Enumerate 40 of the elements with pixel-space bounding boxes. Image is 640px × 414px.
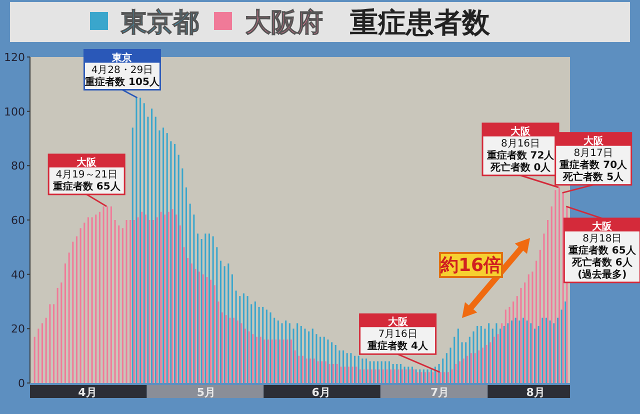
y-tick-label: 60 [11, 214, 25, 227]
annotation: 重症者数 105人 [84, 76, 160, 88]
text: 8月17日 [574, 148, 613, 159]
annotation: 重症者数 65人 [52, 180, 122, 192]
y-tick-label: 100 [4, 105, 25, 118]
annotation: 重症者数 65人 [567, 244, 637, 256]
annotation: 死亡者数 5人 [562, 170, 625, 183]
x-tick-label: 5月 [196, 386, 216, 399]
annotation: 死亡者数 0人 [489, 161, 552, 174]
y-tick-label: 80 [11, 160, 25, 173]
annotation: 約16倍 [439, 252, 503, 278]
y-tick-label: 0 [18, 377, 25, 390]
chart-title: 重症患者数 [349, 6, 491, 39]
annotation: 大阪 [591, 220, 614, 232]
y-tick-label: 20 [11, 322, 25, 336]
annotation: 大阪 [76, 156, 98, 168]
annotation: 大阪 [386, 316, 409, 328]
x-tick-label: 8月 [526, 386, 545, 399]
annotation: 大阪 [510, 125, 532, 138]
annotation: 東京 [111, 52, 132, 64]
legend-item: 東京都 [90, 8, 199, 38]
annotation: 4月28・29日 [91, 64, 154, 76]
annotation: 4月19～21日 [56, 169, 118, 180]
y-tick-label: 120 [4, 51, 25, 64]
text: 8月18日 [582, 233, 622, 244]
y-tick-label: 40 [11, 268, 25, 282]
text: (過去最多) [578, 269, 627, 280]
legend-item: 大阪府 [214, 8, 323, 38]
annotation: 8月16日 [500, 138, 540, 150]
annotation: 重症者数 4人 [366, 340, 429, 352]
legend-label: 東京都 [120, 8, 199, 38]
annotation: 7月16日 [378, 329, 418, 340]
x-tick-label: 6月 [312, 386, 330, 399]
annotation: 重症者数 70人 [558, 158, 628, 171]
x-tick-label: 4月 [78, 386, 97, 399]
annotation: 重症者数 72人 [486, 149, 556, 162]
legend-label: 大阪府 [245, 8, 323, 38]
x-tick-label: 7月 [430, 386, 450, 399]
text: 死亡者数 6人 [572, 257, 632, 268]
text: 大阪 [583, 136, 604, 147]
